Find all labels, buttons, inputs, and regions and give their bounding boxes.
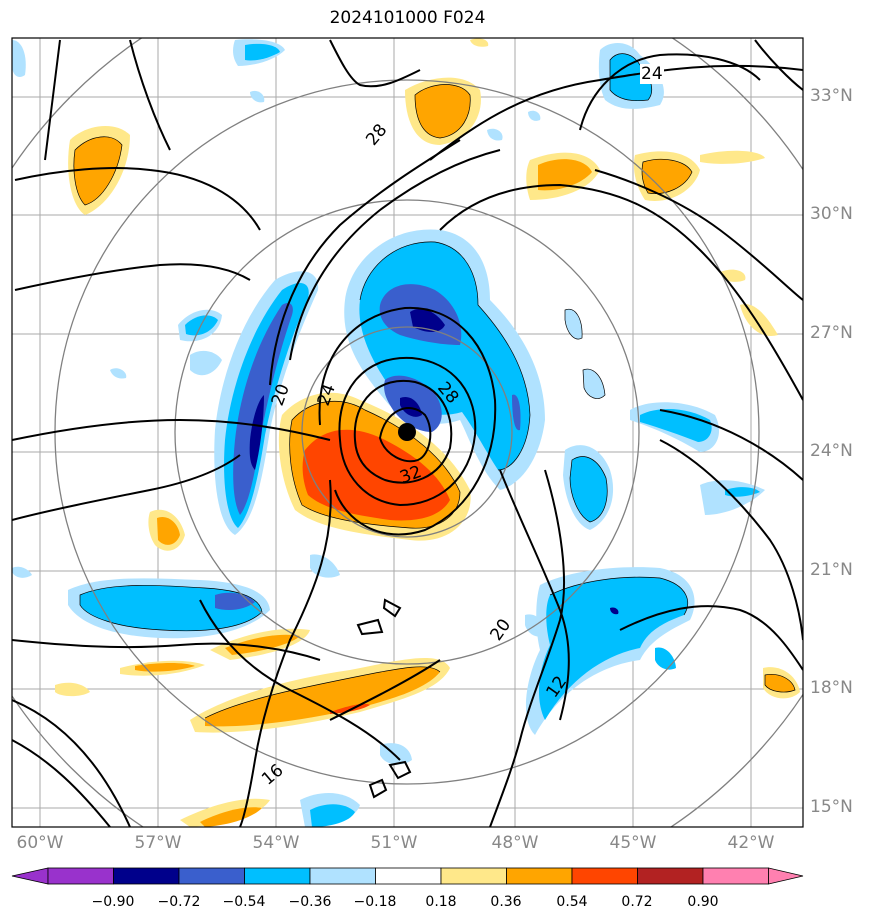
latitude-label: 24°N bbox=[810, 441, 853, 461]
longitude-label: 45°W bbox=[609, 833, 657, 853]
colorbar-tick: 0.36 bbox=[490, 894, 522, 910]
colorbar-seg bbox=[309, 867, 376, 885]
map-title: 2024101000 F024 bbox=[329, 8, 486, 28]
colorbar bbox=[11, 867, 804, 885]
shading-dark-blue bbox=[249, 308, 619, 615]
latitude-label: 30°N bbox=[810, 204, 853, 224]
colorbar-seg bbox=[375, 867, 442, 885]
map-frame bbox=[11, 37, 804, 828]
latitude-label: 21°N bbox=[810, 560, 853, 580]
colorbar-tick: −0.72 bbox=[157, 894, 201, 910]
colorbar-seg bbox=[506, 867, 573, 885]
colorbar-seg bbox=[571, 867, 638, 885]
longitude-label: 42°W bbox=[727, 833, 775, 853]
colorbar-tick: 0.90 bbox=[687, 894, 719, 910]
colorbar-seg bbox=[113, 867, 180, 885]
colorbar-tick: −0.90 bbox=[91, 894, 135, 910]
colorbar-tick: 0.54 bbox=[556, 894, 588, 910]
colorbar-tick: −0.36 bbox=[288, 894, 332, 910]
latitude-label: 33°N bbox=[810, 86, 853, 106]
colorbar-tick: −0.54 bbox=[222, 894, 266, 910]
contour-label: 24 bbox=[640, 64, 664, 84]
contours bbox=[12, 39, 803, 827]
longitude-label: 54°W bbox=[252, 833, 300, 853]
colorbar-tick: −0.18 bbox=[353, 894, 397, 910]
longitude-label: 60°W bbox=[16, 833, 64, 853]
latitude-label: 15°N bbox=[810, 797, 853, 817]
storm-center-marker bbox=[398, 423, 416, 441]
longitude-label: 51°W bbox=[370, 833, 418, 853]
colorbar-seg bbox=[702, 867, 769, 885]
colorbar-seg bbox=[178, 867, 245, 885]
colorbar-tick: 0.18 bbox=[425, 894, 457, 910]
colorbar-seg bbox=[637, 867, 704, 885]
colorbar-seg bbox=[244, 867, 311, 885]
longitude-label: 57°W bbox=[134, 833, 182, 853]
latitude-label: 18°N bbox=[810, 678, 853, 698]
colorbar-seg bbox=[440, 867, 507, 885]
latitude-label: 27°N bbox=[810, 323, 853, 343]
colorbar-tick: 0.72 bbox=[621, 894, 653, 910]
colorbar-seg bbox=[768, 867, 804, 885]
colorbar-seg bbox=[47, 867, 114, 885]
colorbar-seg bbox=[11, 867, 49, 885]
longitude-label: 48°W bbox=[491, 833, 539, 853]
